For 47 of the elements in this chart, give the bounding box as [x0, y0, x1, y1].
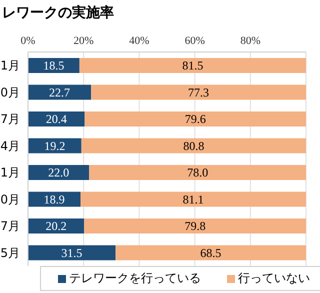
legend-label: 行っていない — [237, 270, 310, 287]
bar — [28, 218, 84, 234]
data-label: 78.0 — [187, 166, 208, 180]
bar — [28, 58, 80, 73]
data-label: 77.3 — [188, 85, 210, 100]
x-tick-label: 0% — [20, 35, 36, 47]
data-label: 80.8 — [183, 138, 204, 153]
bar — [84, 218, 306, 234]
x-tick-label: 60% — [184, 35, 205, 47]
data-label: 18.9 — [44, 192, 65, 206]
data-label: 31.5 — [61, 246, 82, 260]
data-label: 22.7 — [49, 85, 70, 100]
data-label: 68.5 — [200, 246, 222, 260]
y-tick-label: 0月 — [0, 192, 20, 206]
chart-title: レワークの実施率 — [2, 4, 114, 22]
y-tick-label: 7月 — [0, 112, 20, 126]
bar — [28, 84, 92, 100]
y-tick-label: 7月 — [0, 219, 20, 234]
data-label: 18.5 — [43, 58, 64, 72]
bar — [28, 165, 90, 180]
data-label: 19.2 — [44, 138, 66, 153]
y-tick-label: 4月 — [0, 138, 20, 153]
x-tick-label: 20% — [74, 35, 94, 47]
y-tick-label: 0月 — [0, 85, 20, 100]
bar — [91, 84, 306, 100]
bar — [28, 245, 116, 260]
x-tick-label: 80% — [240, 35, 260, 47]
bar — [81, 138, 306, 154]
bar — [28, 138, 82, 154]
x-tick-label: 40% — [129, 35, 150, 47]
y-tick-label: 5月 — [0, 246, 20, 260]
bar — [80, 192, 306, 207]
bar — [89, 165, 306, 180]
y-tick-label: 1月 — [0, 58, 20, 73]
data-label: 20.2 — [46, 219, 67, 233]
bar — [28, 112, 85, 126]
data-label: 81.1 — [182, 192, 204, 206]
data-label: 81.5 — [182, 58, 204, 72]
y-tick-label: 1月 — [0, 166, 20, 180]
data-label: 20.4 — [46, 112, 67, 126]
bar — [84, 112, 306, 126]
data-label: 79.8 — [184, 219, 206, 233]
legend-label: テレワークを行っている — [68, 270, 201, 287]
bar — [116, 245, 306, 260]
data-label: 79.6 — [184, 112, 206, 126]
data-label: 22.0 — [48, 166, 70, 180]
bar — [79, 58, 306, 73]
